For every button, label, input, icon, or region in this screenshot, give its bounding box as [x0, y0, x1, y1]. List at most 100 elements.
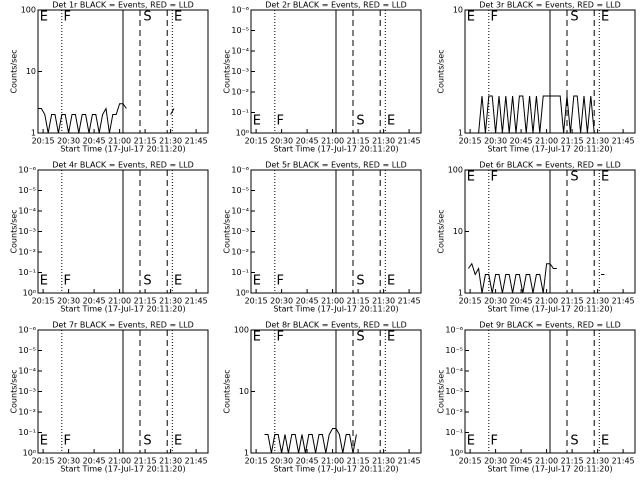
x-tick-label: 21:15	[561, 457, 584, 466]
count-rate-line	[467, 262, 605, 294]
y-tick-label: 10⁻¹	[18, 428, 36, 437]
x-tick-label: 21:30	[372, 137, 395, 146]
flag-label: F	[277, 330, 284, 345]
x-tick-label: 21:45	[398, 297, 421, 306]
x-tick-label: 20:45	[510, 137, 533, 146]
flag-label: S	[143, 434, 151, 449]
x-tick-label: 20:15	[245, 297, 268, 306]
y-tick-label: 10⁻²	[231, 88, 249, 97]
x-tick-label: 21:45	[185, 297, 208, 306]
flag-label: E	[40, 274, 48, 289]
x-axis-label: Start Time (17-Jul-17 20:11:20)	[487, 305, 612, 314]
y-tick-label: 100	[448, 166, 463, 175]
x-tick-label: 21:15	[134, 137, 157, 146]
x-tick-label: 21:00	[108, 137, 131, 146]
x-tick-label: 20:15	[459, 137, 482, 146]
x-tick-label: 21:30	[586, 297, 609, 306]
x-axis-label: Start Time (17-Jul-17 20:11:20)	[487, 145, 612, 154]
y-tick-label: 10⁻⁶	[18, 166, 36, 175]
flag-label: E	[467, 10, 475, 25]
x-tick-label: 20:45	[510, 297, 533, 306]
x-tick-label: 21:15	[347, 137, 370, 146]
x-tick-label: 21:00	[321, 457, 344, 466]
y-tick-label: 10⁻¹	[18, 268, 36, 277]
y-axis-label: Counts/sec	[10, 369, 19, 413]
y-tick-label: 10⁻⁵	[18, 186, 36, 195]
y-tick-label: 10⁻³	[445, 387, 463, 396]
flag-label: S	[570, 170, 578, 185]
y-tick-label: 10⁻⁵	[18, 346, 36, 355]
y-tick-label: 10⁻³	[18, 227, 36, 236]
x-tick-label: 21:30	[372, 297, 395, 306]
y-axis-label: Counts/sec	[10, 209, 19, 253]
x-tick-label: 21:30	[159, 137, 182, 146]
y-tick-label: 10⁻¹	[231, 268, 249, 277]
x-axis-label: Start Time (17-Jul-17 20:11:20)	[487, 465, 612, 474]
flag-label: F	[277, 274, 284, 289]
chart-title: Det 1r BLACK = Events, RED = LLD	[52, 1, 194, 10]
chart-title: Det 6r BLACK = Events, RED = LLD	[479, 161, 621, 170]
x-tick-label: 20:45	[83, 457, 106, 466]
y-tick-label: 10⁻⁶	[231, 166, 249, 175]
flag-label: E	[174, 434, 182, 449]
flag-label: S	[570, 434, 578, 449]
x-tick-label: 20:45	[296, 297, 319, 306]
x-tick-label: 21:30	[372, 457, 395, 466]
flag-label: S	[356, 114, 364, 129]
x-tick-label: 20:15	[32, 457, 55, 466]
y-tick-label: 10⁻²	[231, 248, 249, 257]
x-tick-label: 20:45	[83, 297, 106, 306]
flag-label: F	[491, 170, 498, 185]
y-tick-label: 10⁻⁶	[18, 326, 36, 335]
x-tick-label: 21:45	[398, 137, 421, 146]
flag-label: E	[601, 170, 609, 185]
x-tick-label: 20:30	[270, 137, 293, 146]
chart-title: Det 8r BLACK = Events, RED = LLD	[265, 321, 407, 330]
x-tick-label: 21:45	[612, 137, 635, 146]
x-tick-label: 20:45	[296, 457, 319, 466]
flag-label: S	[143, 10, 151, 25]
x-tick-label: 21:30	[159, 457, 182, 466]
flag-label: E	[601, 10, 609, 25]
flag-label: E	[40, 434, 48, 449]
y-tick-label: 10⁰	[450, 449, 463, 458]
y-tick-label: 10⁻⁵	[231, 186, 249, 195]
y-tick-label: 10⁻³	[231, 67, 249, 76]
x-tick-label: 20:30	[57, 457, 80, 466]
x-axis-label: Start Time (17-Jul-17 20:11:20)	[273, 305, 398, 314]
flag-label: F	[491, 10, 498, 25]
y-tick-label: 1	[244, 449, 249, 458]
x-tick-label: 21:15	[134, 297, 157, 306]
y-tick-label: 10⁻³	[18, 387, 36, 396]
flag-label: S	[356, 274, 364, 289]
y-axis-label: Counts/sec	[437, 49, 446, 93]
y-tick-label: 1	[458, 129, 463, 138]
x-tick-label: 21:45	[398, 457, 421, 466]
count-rate-line	[38, 103, 175, 134]
y-tick-label: 100	[21, 6, 36, 15]
x-tick-label: 20:30	[270, 457, 293, 466]
y-tick-label: 10⁻²	[18, 248, 36, 257]
chart-title: Det 9r BLACK = Events, RED = LLD	[479, 321, 621, 330]
y-tick-label: 10	[239, 387, 249, 396]
x-tick-label: 21:15	[347, 457, 370, 466]
x-tick-label: 20:45	[296, 137, 319, 146]
flag-label: E	[387, 330, 395, 345]
x-tick-label: 20:15	[459, 457, 482, 466]
x-tick-label: 20:15	[32, 297, 55, 306]
flag-label: E	[40, 10, 48, 25]
y-tick-label: 10⁰	[23, 449, 36, 458]
flag-label: E	[253, 114, 261, 129]
count-rate-line	[478, 95, 595, 134]
x-tick-label: 21:30	[159, 297, 182, 306]
x-tick-label: 20:45	[510, 457, 533, 466]
x-axis-label: Start Time (17-Jul-17 20:11:20)	[273, 465, 398, 474]
x-tick-label: 20:30	[57, 297, 80, 306]
flag-label: E	[174, 10, 182, 25]
x-tick-label: 20:15	[32, 137, 55, 146]
y-tick-label: 100	[234, 326, 249, 335]
x-axis-label: Start Time (17-Jul-17 20:11:20)	[60, 305, 185, 314]
flag-label: E	[387, 274, 395, 289]
x-tick-label: 20:30	[484, 457, 507, 466]
y-tick-label: 1	[31, 129, 36, 138]
